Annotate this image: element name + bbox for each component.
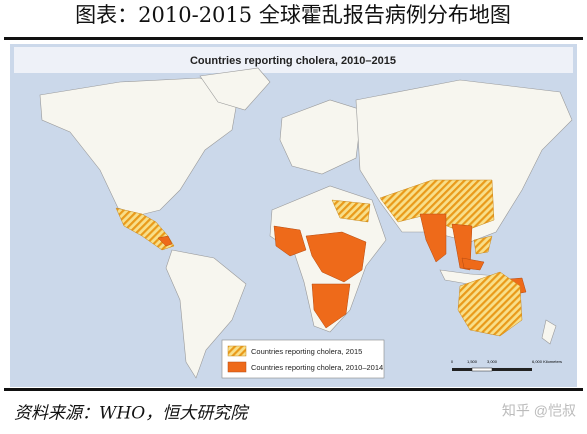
- figure-title: 图表：2010-2015 全球霍乱报告病例分布地图: [75, 3, 511, 27]
- scale-label: 1,500: [467, 359, 478, 364]
- legend-box: [221, 339, 385, 379]
- bottom-rule: [4, 388, 583, 391]
- scale-bar: 0 1,500 3,000 6,000 Kilometers: [451, 359, 562, 372]
- scale-segment: [452, 368, 472, 371]
- scale-segment: [471, 367, 493, 372]
- map-title-band: [14, 47, 573, 73]
- legend: Countries reporting cholera, 2015 Countr…: [221, 339, 385, 379]
- country-region: [165, 249, 247, 379]
- legend-label: Countries reporting cholera, 2015: [251, 347, 362, 356]
- country-region: [473, 235, 493, 255]
- source: 资料来源：WHO，恒大研究院: [14, 404, 250, 424]
- legend-swatch-2010-2014: [227, 361, 247, 373]
- country-region: [379, 179, 495, 233]
- country-region: [419, 213, 447, 263]
- country-region: [451, 223, 473, 271]
- watermark: 知乎 @恺叔: [502, 403, 576, 419]
- country-region: [541, 319, 557, 345]
- country-region: [457, 271, 523, 337]
- top-rule: [4, 37, 583, 40]
- legend-swatch-2015: [227, 345, 247, 357]
- country-region: [273, 225, 307, 257]
- continents: [39, 67, 573, 379]
- country-region: [461, 257, 485, 271]
- scale-label: 0: [451, 359, 454, 364]
- country-region: [279, 99, 363, 175]
- scale-label: 6,000 Kilometers: [532, 359, 562, 364]
- country-region: [305, 231, 367, 283]
- legend-label: Countries reporting cholera, 2010–2014: [251, 363, 383, 372]
- map-title: Countries reporting cholera, 2010–2015: [190, 55, 396, 67]
- country-region: [331, 199, 371, 223]
- country-region: [199, 67, 271, 111]
- country-region: [157, 235, 173, 247]
- country-region: [311, 283, 351, 329]
- scale-segment: [492, 368, 532, 371]
- scale-label: 3,000: [487, 359, 498, 364]
